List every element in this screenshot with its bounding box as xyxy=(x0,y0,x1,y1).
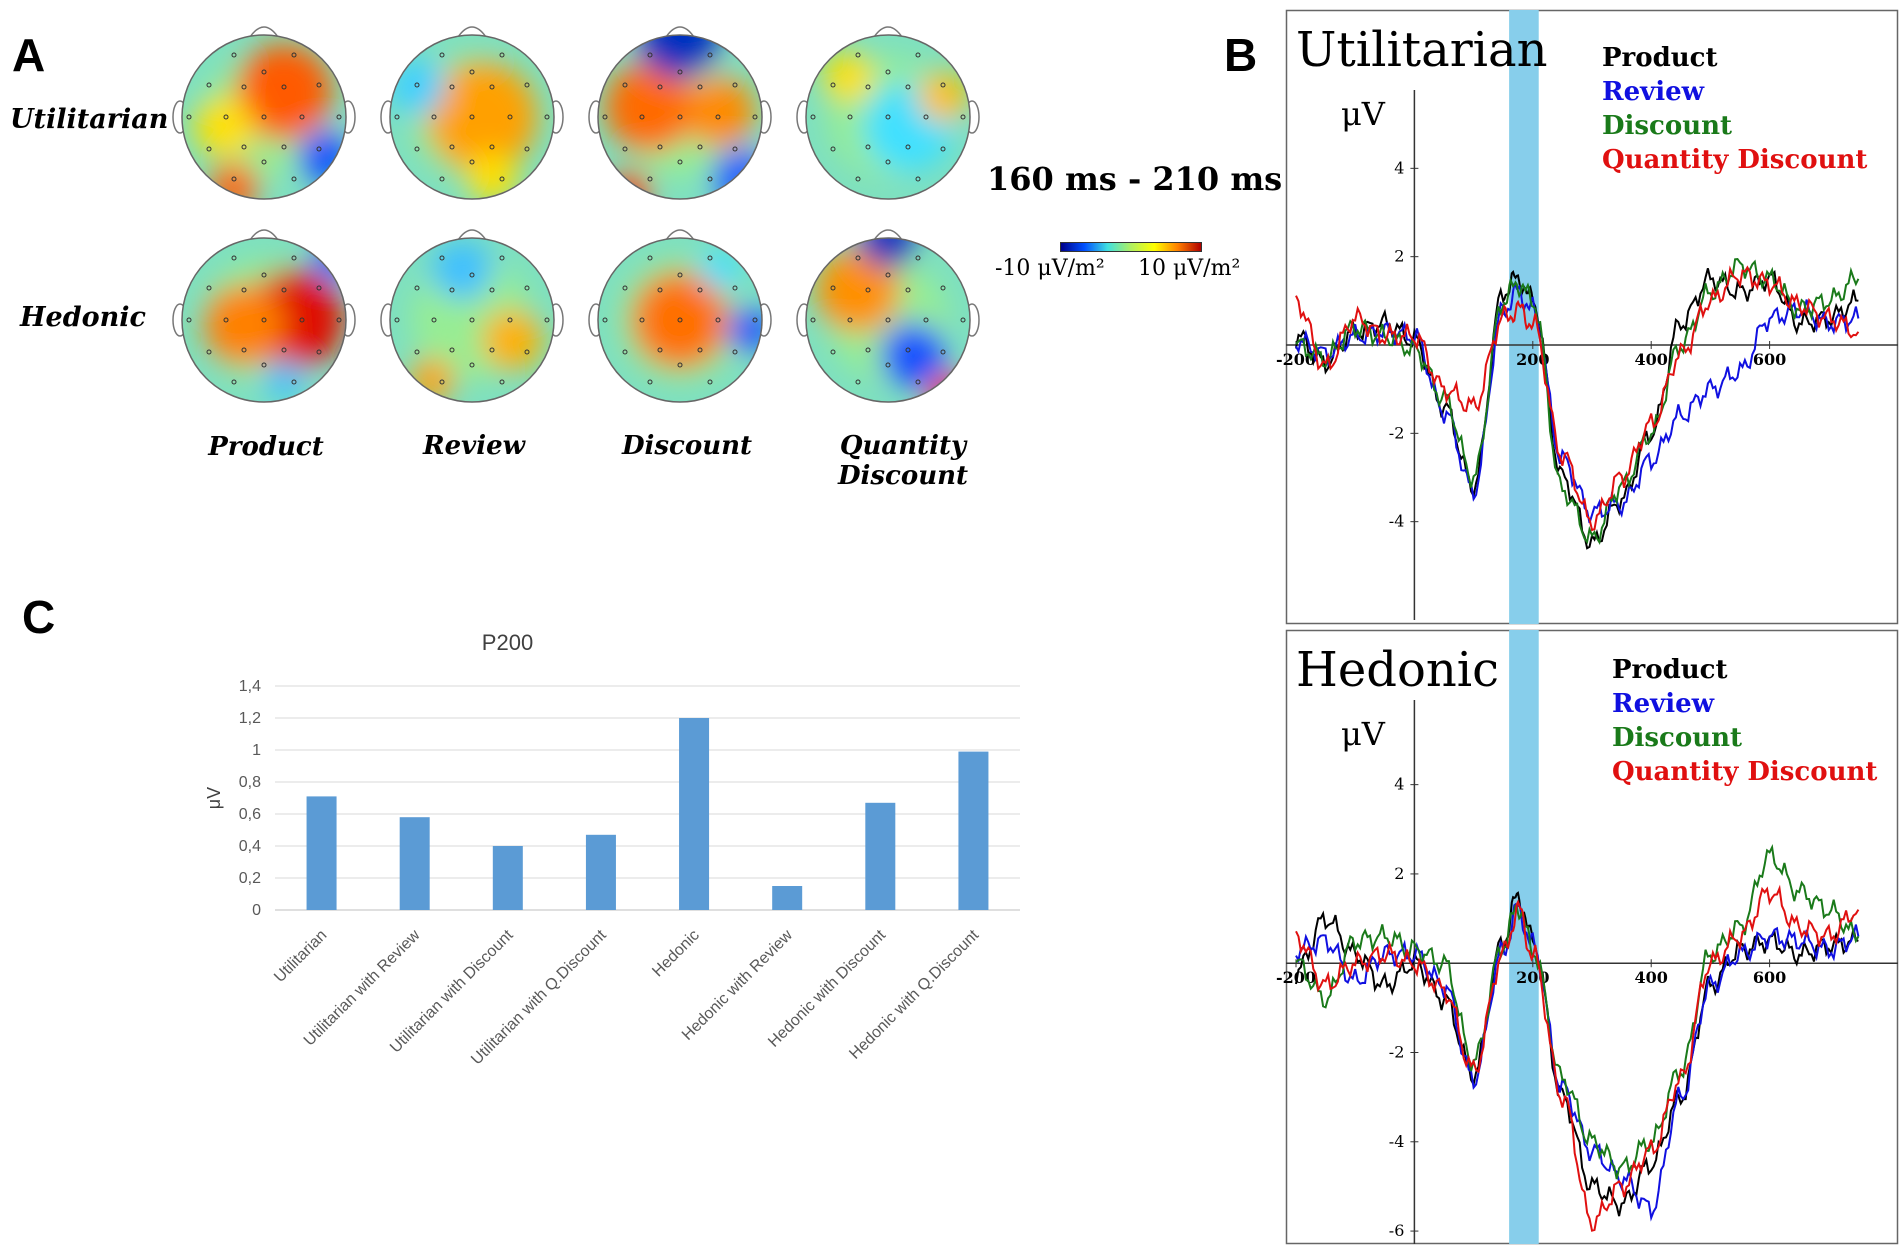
legend-item-review: Review xyxy=(1602,77,1705,107)
topomap-hedonic-quantity-discount xyxy=(796,229,980,403)
y-tick-label: 4 xyxy=(1394,775,1404,794)
category-label: Utilitarian xyxy=(271,927,330,986)
topomap-hedonic-discount xyxy=(588,229,772,403)
topomap-utilitarian-discount xyxy=(588,26,772,200)
series-line-quantity-discount xyxy=(1295,265,1860,532)
bar xyxy=(492,846,523,910)
bar-chart-title: P200 xyxy=(482,630,533,655)
erp-ylabel: μV xyxy=(1341,95,1386,133)
y-tick-label: 4 xyxy=(1394,158,1404,177)
series-line-discount xyxy=(1295,844,1860,1180)
panel-c-label: C xyxy=(22,591,56,643)
erp-title: Hedonic xyxy=(1296,642,1499,698)
legend-item-review: Review xyxy=(1612,689,1715,719)
bar xyxy=(958,751,989,910)
y-tick-label: -2 xyxy=(1389,1043,1405,1062)
y-tick-label: 1,4 xyxy=(239,678,261,695)
series-line-quantity-discount xyxy=(1295,884,1860,1232)
y-tick-label: 1 xyxy=(252,742,261,759)
topomap-hedonic-product xyxy=(172,229,356,403)
topomap-row-hedonic: Hedonic xyxy=(20,302,146,333)
topomap-col-product: Product xyxy=(208,432,324,462)
y-tick-label: 0,2 xyxy=(239,870,261,887)
legend-item-product: Product xyxy=(1612,655,1728,685)
series-line-review xyxy=(1295,282,1860,524)
y-tick-label: 0,8 xyxy=(239,774,261,791)
erp-chart-utilitarian: -200 200 400 60042-2-4UtilitarianμVProductR… xyxy=(1276,9,1899,625)
legend-item-discount: Discount xyxy=(1612,723,1742,753)
bar-chart-ylabel: μV xyxy=(204,787,224,809)
colorbar xyxy=(1060,242,1202,252)
topomap-row-utilitarian: Utilitarian xyxy=(10,104,169,135)
x-tick-label: 400 xyxy=(1634,350,1667,369)
y-tick-label: -6 xyxy=(1389,1221,1405,1240)
y-tick-label: 1,2 xyxy=(239,710,261,727)
bar xyxy=(772,886,803,910)
legend-item-product: Product xyxy=(1602,43,1718,73)
y-tick-label: 0,6 xyxy=(239,806,261,823)
y-tick-label: 0,4 xyxy=(239,838,261,855)
x-tick-label: 400 xyxy=(1634,968,1667,987)
y-tick-label: -4 xyxy=(1389,1132,1405,1151)
legend-item-discount: Discount xyxy=(1602,111,1732,141)
y-tick-label: 0 xyxy=(252,902,261,919)
topomap-grid xyxy=(172,26,980,403)
topomap-hedonic-review xyxy=(380,229,564,403)
bar xyxy=(399,817,430,910)
x-tick-label: 600 xyxy=(1753,968,1786,987)
topomap-utilitarian-quantity-discount xyxy=(796,26,980,200)
time-window-label: 160 ms - 210 ms xyxy=(987,160,1283,198)
y-tick-label: 2 xyxy=(1394,864,1404,883)
y-tick-label: 2 xyxy=(1394,247,1404,266)
erp-chart-hedonic: -200 200 400 60042-2-4-6HedonicμVProductRev… xyxy=(1276,629,1899,1245)
panel-b-label: B xyxy=(1224,29,1258,81)
x-tick-label: 600 xyxy=(1753,350,1786,369)
bar xyxy=(306,796,337,910)
series-line-product xyxy=(1295,891,1859,1217)
bar xyxy=(865,802,896,910)
topomap-col-discount: Discount xyxy=(621,431,753,461)
erp-ylabel: μV xyxy=(1341,715,1386,753)
y-tick-label: -2 xyxy=(1389,423,1405,442)
bar xyxy=(679,718,710,910)
p200-bar-chart: 00,20,40,60,811,21,4P200μVUtilitarianUti… xyxy=(204,630,1020,1068)
colorbar-min-label: -10 μV/m² xyxy=(995,256,1105,281)
legend-item-quantity-discount: Quantity Discount xyxy=(1612,757,1877,787)
topomap-col-quantity-discount: Quantity Discount xyxy=(837,431,969,491)
topomap-col-review: Review xyxy=(422,431,526,461)
topomap-utilitarian-review xyxy=(380,26,564,200)
erp-title: Utilitarian xyxy=(1296,22,1548,78)
category-label: Hedonic xyxy=(649,927,703,981)
topomap-utilitarian-product xyxy=(172,26,356,200)
bar xyxy=(585,834,616,910)
panel-a-label: A xyxy=(12,29,46,81)
y-tick-label: -4 xyxy=(1389,512,1405,531)
legend-item-quantity-discount: Quantity Discount xyxy=(1602,145,1867,175)
colorbar-max-label: 10 μV/m² xyxy=(1138,256,1241,281)
